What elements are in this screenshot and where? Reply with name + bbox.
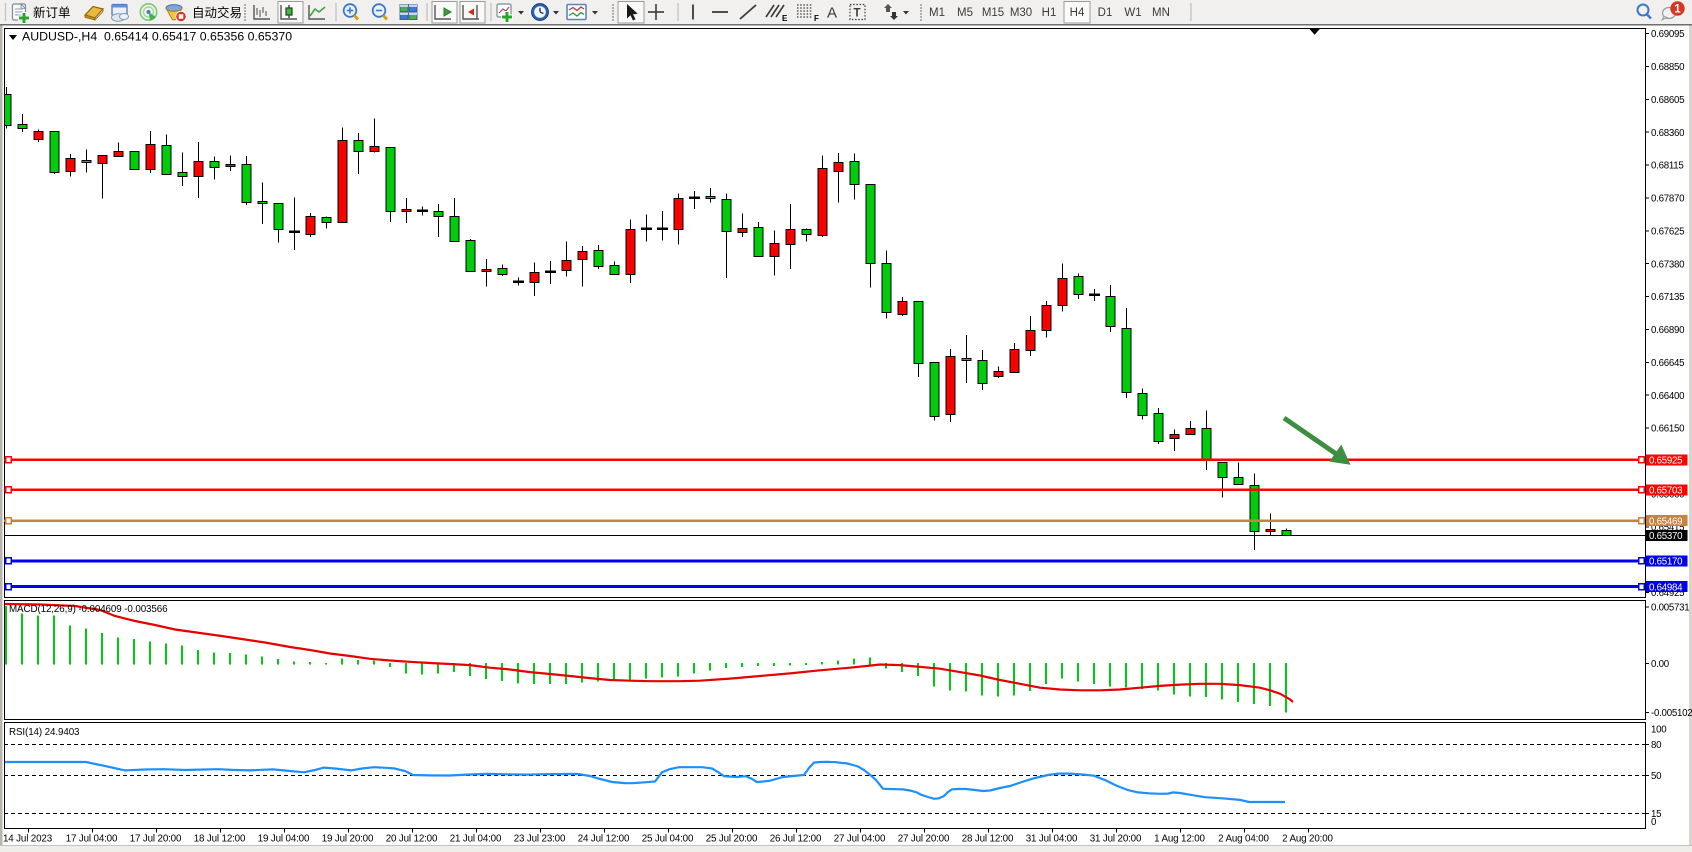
svg-text:自动交易: 自动交易: [192, 5, 242, 20]
svg-text:80: 80: [1651, 740, 1662, 751]
svg-text:0.66150: 0.66150: [1651, 424, 1685, 435]
svg-text:50: 50: [1651, 771, 1662, 782]
svg-text:28 Jul 12:00: 28 Jul 12:00: [962, 834, 1014, 845]
svg-text:1 Aug 12:00: 1 Aug 12:00: [1154, 834, 1205, 845]
svg-text:T: T: [854, 8, 861, 20]
svg-text:M1: M1: [929, 7, 945, 19]
svg-text:0.65925: 0.65925: [1649, 456, 1682, 467]
svg-text:M30: M30: [1010, 7, 1032, 19]
svg-text:F: F: [814, 14, 819, 23]
svg-text:0.68605: 0.68605: [1651, 95, 1684, 106]
svg-text:0.00: 0.00: [1651, 659, 1670, 670]
svg-text:2 Aug 04:00: 2 Aug 04:00: [1218, 834, 1269, 845]
svg-text:0.67135: 0.67135: [1651, 292, 1684, 303]
svg-text:MACD(12,26,9) -0.004609 -0.003: MACD(12,26,9) -0.004609 -0.003566: [9, 604, 168, 615]
svg-text:0.66890: 0.66890: [1651, 325, 1685, 336]
svg-text:17 Jul 20:00: 17 Jul 20:00: [130, 834, 182, 845]
svg-text:0.64984: 0.64984: [1649, 582, 1683, 593]
svg-text:0.68850: 0.68850: [1651, 62, 1685, 73]
svg-text:17 Jul 04:00: 17 Jul 04:00: [66, 834, 118, 845]
svg-text:27 Jul 20:00: 27 Jul 20:00: [898, 834, 950, 845]
svg-text:0.64925: 0.64925: [1651, 588, 1684, 599]
svg-text:0: 0: [1651, 817, 1657, 828]
svg-text:-0.005102: -0.005102: [1651, 708, 1692, 719]
svg-text:0.65415: 0.65415: [1651, 522, 1684, 533]
svg-text:26 Jul 12:00: 26 Jul 12:00: [770, 834, 822, 845]
svg-text:0.65370: 0.65370: [1649, 531, 1683, 542]
svg-text:24 Jul 12:00: 24 Jul 12:00: [578, 834, 630, 845]
svg-text:A: A: [827, 5, 837, 22]
svg-text:15: 15: [1651, 809, 1661, 820]
svg-text:100: 100: [1651, 725, 1667, 736]
svg-text:0.005731: 0.005731: [1651, 603, 1689, 614]
svg-text:H1: H1: [1042, 7, 1057, 19]
svg-text:0.65703: 0.65703: [1649, 486, 1682, 497]
svg-text:新订单: 新订单: [33, 5, 71, 20]
svg-text:14 Jul 2023: 14 Jul 2023: [3, 834, 53, 845]
svg-text:MN: MN: [1152, 7, 1170, 19]
svg-text:19 Jul 20:00: 19 Jul 20:00: [322, 834, 374, 845]
svg-text:0.67380: 0.67380: [1651, 259, 1685, 270]
svg-text:0.65170: 0.65170: [1649, 557, 1683, 568]
svg-text:0.69095: 0.69095: [1651, 29, 1684, 40]
svg-text:RSI(14) 24.9403: RSI(14) 24.9403: [9, 727, 80, 738]
svg-text:31 Jul 20:00: 31 Jul 20:00: [1090, 834, 1142, 845]
svg-text:25 Jul 04:00: 25 Jul 04:00: [642, 834, 694, 845]
svg-text:AUDUSD-,H4 0.65414 0.65417 0.: AUDUSD-,H4 0.65414 0.65417 0.65356 0.653…: [22, 30, 292, 44]
svg-text:0.68115: 0.68115: [1651, 161, 1684, 172]
svg-text:M5: M5: [957, 7, 973, 19]
svg-text:25 Jul 20:00: 25 Jul 20:00: [706, 834, 758, 845]
svg-text:W1: W1: [1124, 7, 1141, 19]
svg-text:20 Jul 12:00: 20 Jul 12:00: [386, 834, 438, 845]
svg-text:27 Jul 04:00: 27 Jul 04:00: [834, 834, 886, 845]
svg-text:0.66645: 0.66645: [1651, 358, 1684, 369]
svg-text:2 Aug 20:00: 2 Aug 20:00: [1282, 834, 1333, 845]
svg-text:18 Jul 12:00: 18 Jul 12:00: [194, 834, 246, 845]
svg-text:E: E: [782, 14, 788, 23]
svg-text:1: 1: [1674, 4, 1681, 16]
svg-text:0.67870: 0.67870: [1651, 194, 1685, 205]
svg-text:0.68360: 0.68360: [1651, 128, 1685, 139]
svg-text:D1: D1: [1098, 7, 1113, 19]
svg-text:0.66400: 0.66400: [1651, 391, 1685, 402]
svg-text:M15: M15: [982, 7, 1004, 19]
svg-text:23 Jul 23:00: 23 Jul 23:00: [514, 834, 566, 845]
svg-text:H4: H4: [1070, 7, 1085, 19]
svg-text:0.67625: 0.67625: [1651, 226, 1684, 237]
svg-text:19 Jul 04:00: 19 Jul 04:00: [258, 834, 310, 845]
svg-text:21 Jul 04:00: 21 Jul 04:00: [450, 834, 502, 845]
svg-text:31 Jul 04:00: 31 Jul 04:00: [1026, 834, 1078, 845]
svg-text:0.65469: 0.65469: [1649, 516, 1682, 527]
